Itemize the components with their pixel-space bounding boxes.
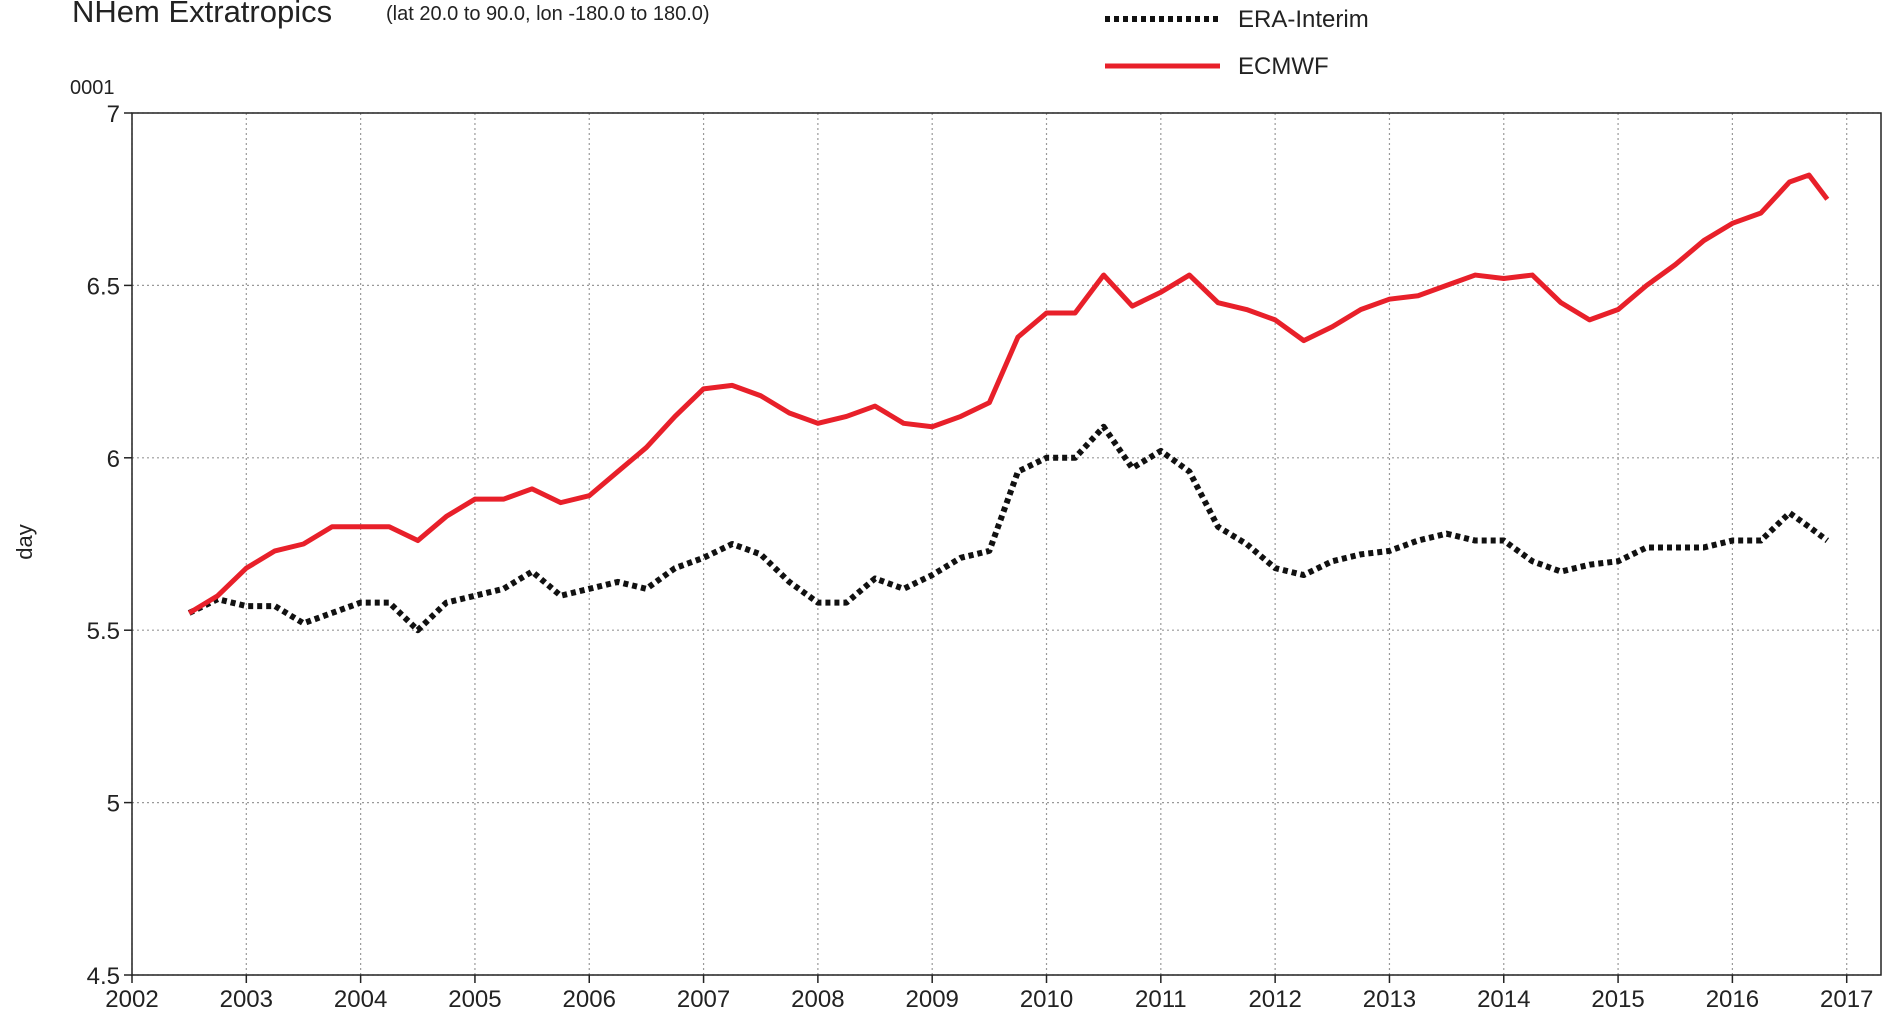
x-tick-label: 2004 [334, 986, 387, 1013]
x-tick-label: 2016 [1706, 986, 1759, 1013]
y-tick-label: 7 [107, 101, 120, 128]
plot-frame [131, 112, 1882, 976]
chart-title: NHem Extratropics [72, 0, 332, 29]
x-tick-label: 2008 [791, 986, 844, 1013]
x-tick-label: 2009 [906, 986, 959, 1013]
y-axis-label: day [12, 524, 37, 559]
x-tick-label: 2003 [220, 986, 273, 1013]
x-tick-label: 2005 [448, 986, 501, 1013]
x-tick-label: 2014 [1477, 986, 1530, 1013]
x-tick-label: 2007 [677, 986, 730, 1013]
x-tick-label: 2013 [1363, 986, 1416, 1013]
scale-label: 0001 [70, 77, 115, 99]
data-line [187, 172, 1830, 616]
chart-subtitle: (lat 20.0 to 90.0, lon -180.0 to 180.0) [386, 3, 710, 25]
x-tick-label: 2010 [1020, 986, 1073, 1013]
legend-label: ECMWF [1238, 53, 1329, 80]
y-tick-label: 6.5 [87, 273, 120, 300]
x-tick-label: 2015 [1591, 986, 1644, 1013]
y-tick-label: 5 [107, 791, 120, 818]
x-tick-label: 2006 [563, 986, 616, 1013]
x-tick-label: 2012 [1248, 986, 1301, 1013]
y-tick-label: 6 [107, 446, 120, 473]
y-tick-label: 4.5 [87, 963, 120, 990]
x-tick-label: 2011 [1135, 986, 1187, 1013]
y-tick-label: 5.5 [87, 618, 120, 645]
x-tick-label: 2002 [105, 986, 158, 1013]
x-tick-label: 2017 [1820, 986, 1873, 1013]
legend-label: ERA-Interim [1238, 6, 1369, 33]
